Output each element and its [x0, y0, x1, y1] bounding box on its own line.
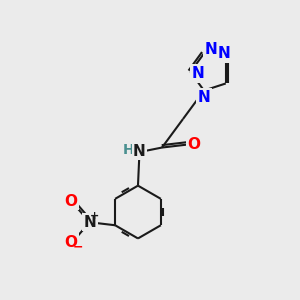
- Text: +: +: [90, 211, 99, 221]
- Text: N: N: [198, 90, 210, 105]
- Text: H: H: [123, 142, 135, 157]
- Text: N: N: [204, 42, 217, 57]
- Text: O: O: [188, 137, 201, 152]
- Text: N: N: [83, 215, 96, 230]
- Text: N: N: [133, 144, 146, 159]
- Text: N: N: [218, 46, 231, 62]
- Text: O: O: [64, 235, 77, 250]
- Text: O: O: [64, 194, 77, 209]
- Text: −: −: [72, 240, 83, 253]
- Text: N: N: [192, 66, 204, 81]
